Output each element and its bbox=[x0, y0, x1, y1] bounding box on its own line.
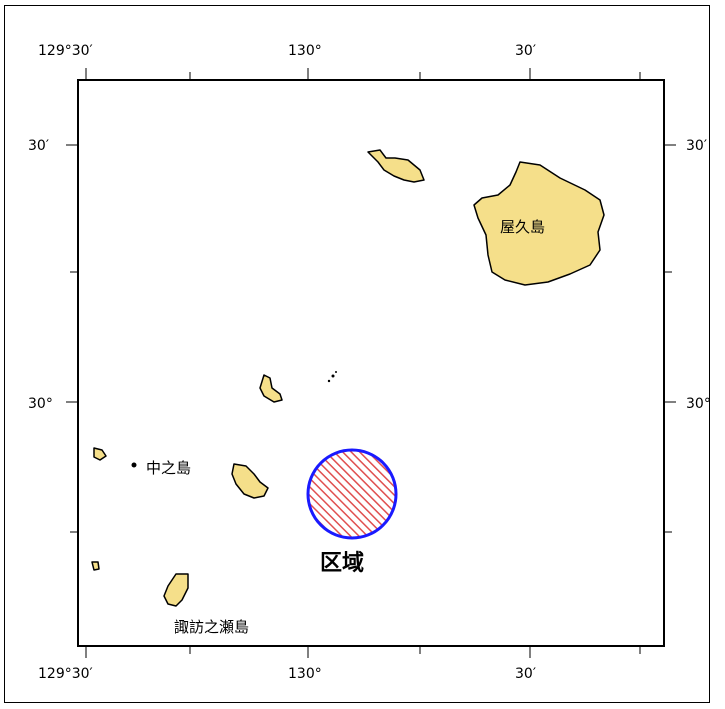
left-label-lat-1: 30′ bbox=[28, 138, 49, 154]
left-label-lat-2: 30° bbox=[28, 396, 53, 412]
right-label-lat-2: 30° bbox=[686, 396, 711, 412]
top-label-lon-3: 30′ bbox=[515, 43, 536, 59]
area-circle bbox=[306, 448, 398, 540]
yakushima-label: 屋久島 bbox=[500, 218, 545, 236]
bottom-label-lon-1: 129°30′ bbox=[38, 666, 93, 682]
kuchinoerabu-island bbox=[367, 149, 425, 183]
suwanosejima-label: 諏訪之瀬島 bbox=[174, 618, 249, 636]
plot-border bbox=[77, 79, 665, 647]
bottom-label-lon-3: 30′ bbox=[515, 666, 536, 682]
small-island-3 bbox=[93, 447, 107, 461]
right-label-lat-1: 30′ bbox=[686, 138, 707, 154]
nakanoshima-marker bbox=[131, 462, 137, 468]
map-frame bbox=[4, 5, 710, 703]
islet-dots bbox=[327, 371, 337, 383]
small-island-4 bbox=[91, 561, 100, 571]
bottom-ticks bbox=[85, 646, 641, 658]
right-ticks bbox=[664, 144, 676, 533]
small-island-1 bbox=[259, 374, 283, 403]
yakushima-island bbox=[473, 161, 605, 286]
nakanoshima-label: 中之島 bbox=[146, 459, 191, 477]
bottom-label-lon-2: 130° bbox=[288, 666, 322, 682]
top-ticks bbox=[85, 68, 641, 80]
suwanosejima-island bbox=[163, 573, 189, 607]
small-island-2 bbox=[231, 463, 269, 499]
left-ticks bbox=[66, 144, 78, 533]
top-label-lon-1: 129°30′ bbox=[38, 43, 93, 59]
top-label-lon-2: 130° bbox=[288, 43, 322, 59]
area-label: 区域 bbox=[320, 550, 364, 576]
